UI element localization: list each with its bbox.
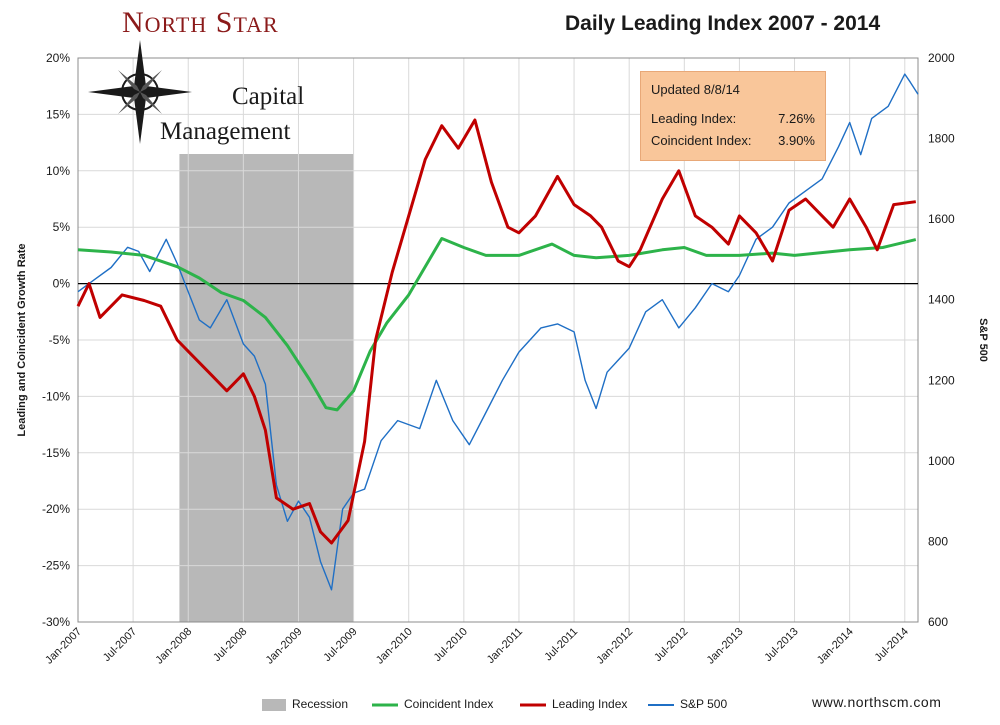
- x-tick-label: Jan-2011: [485, 626, 525, 666]
- grid: [77, 57, 918, 623]
- x-tick-label: Jan-2013: [705, 626, 746, 667]
- y2-tick-label: 1800: [928, 132, 955, 146]
- series-line-leading-index: [76, 118, 916, 545]
- x-tick-label: Jan-2008: [153, 626, 194, 667]
- y-tick-label: -20%: [42, 502, 70, 516]
- y2-tick-label: 1200: [928, 373, 955, 387]
- y-tick-label: -30%: [42, 615, 70, 629]
- logo-management: Management: [160, 118, 291, 145]
- y2-axis-label: S&P 500: [977, 318, 989, 362]
- y-tick-label: 15%: [46, 107, 70, 121]
- logo-wordmark: NORTH STAR: [122, 6, 279, 39]
- y-tick-label: -15%: [42, 446, 70, 460]
- y2-tick-label: 600: [928, 615, 948, 629]
- series-line-s-p-500: [77, 73, 919, 591]
- x-tick-label: Jan-2009: [264, 626, 305, 667]
- y2-tick-label: 1400: [928, 293, 955, 307]
- axes: [77, 57, 919, 623]
- y2-tick-label: 1600: [928, 212, 955, 226]
- x-tick-label: Jul-2011: [542, 626, 580, 664]
- y-tick-label: -10%: [42, 389, 70, 403]
- y-tick-label: -5%: [49, 333, 71, 347]
- x-tick-label: Jul-2008: [211, 626, 249, 664]
- coincident-index-value: 3.90%: [778, 133, 815, 148]
- update-box: Updated 8/8/14 Leading Index: 7.26% Coin…: [640, 71, 826, 161]
- update-date: Updated 8/8/14: [651, 82, 740, 97]
- y-tick-label: -25%: [42, 559, 70, 573]
- legend-label-coincident: Coincident Index: [404, 697, 494, 711]
- x-tick-label: Jul-2012: [652, 626, 690, 664]
- y-tick-label: 5%: [53, 220, 71, 234]
- y2-tick-label: 1000: [928, 454, 955, 468]
- logo-capital: Capital: [232, 83, 305, 110]
- leading-index-label: Leading Index:: [651, 111, 737, 126]
- y-tick-label: 10%: [46, 164, 70, 178]
- website-url: www.northscm.com: [812, 694, 942, 710]
- y-tick-label: 20%: [46, 51, 70, 65]
- x-tick-label: Jul-2010: [432, 626, 470, 664]
- y2-tick-label: 800: [928, 534, 948, 548]
- x-tick-label: Jul-2007: [101, 626, 139, 664]
- series-line-coincident-index: [77, 237, 917, 412]
- x-tick-label: Jan-2012: [594, 626, 635, 667]
- series: [76, 73, 919, 591]
- compass-icon: [88, 40, 192, 144]
- y-axis-label: Leading and Coincident Growth Rate: [16, 243, 28, 436]
- x-tick-label: Jan-2010: [374, 626, 415, 667]
- legend-label-leading: Leading Index: [552, 697, 628, 711]
- legend-swatch-recession: [262, 699, 286, 711]
- y-tick-label: 0%: [53, 277, 71, 291]
- plot-frame: [77, 57, 919, 623]
- y2-tick-label: 2000: [928, 51, 955, 65]
- legend-label-sp500: S&P 500: [680, 697, 728, 711]
- x-tick-label: Jan-2007: [43, 626, 84, 667]
- x-tick-label: Jan-2014: [815, 626, 856, 667]
- chart-title: Daily Leading Index 2007 - 2014: [565, 12, 881, 35]
- coincident-index-label: Coincident Index:: [651, 133, 752, 148]
- x-tick-label: Jul-2014: [873, 626, 911, 664]
- x-tick-label: Jul-2013: [762, 626, 800, 664]
- leading-index-value: 7.26%: [778, 111, 815, 126]
- legend-label-recession: Recession: [292, 697, 349, 711]
- x-tick-label: Jul-2009: [321, 626, 359, 664]
